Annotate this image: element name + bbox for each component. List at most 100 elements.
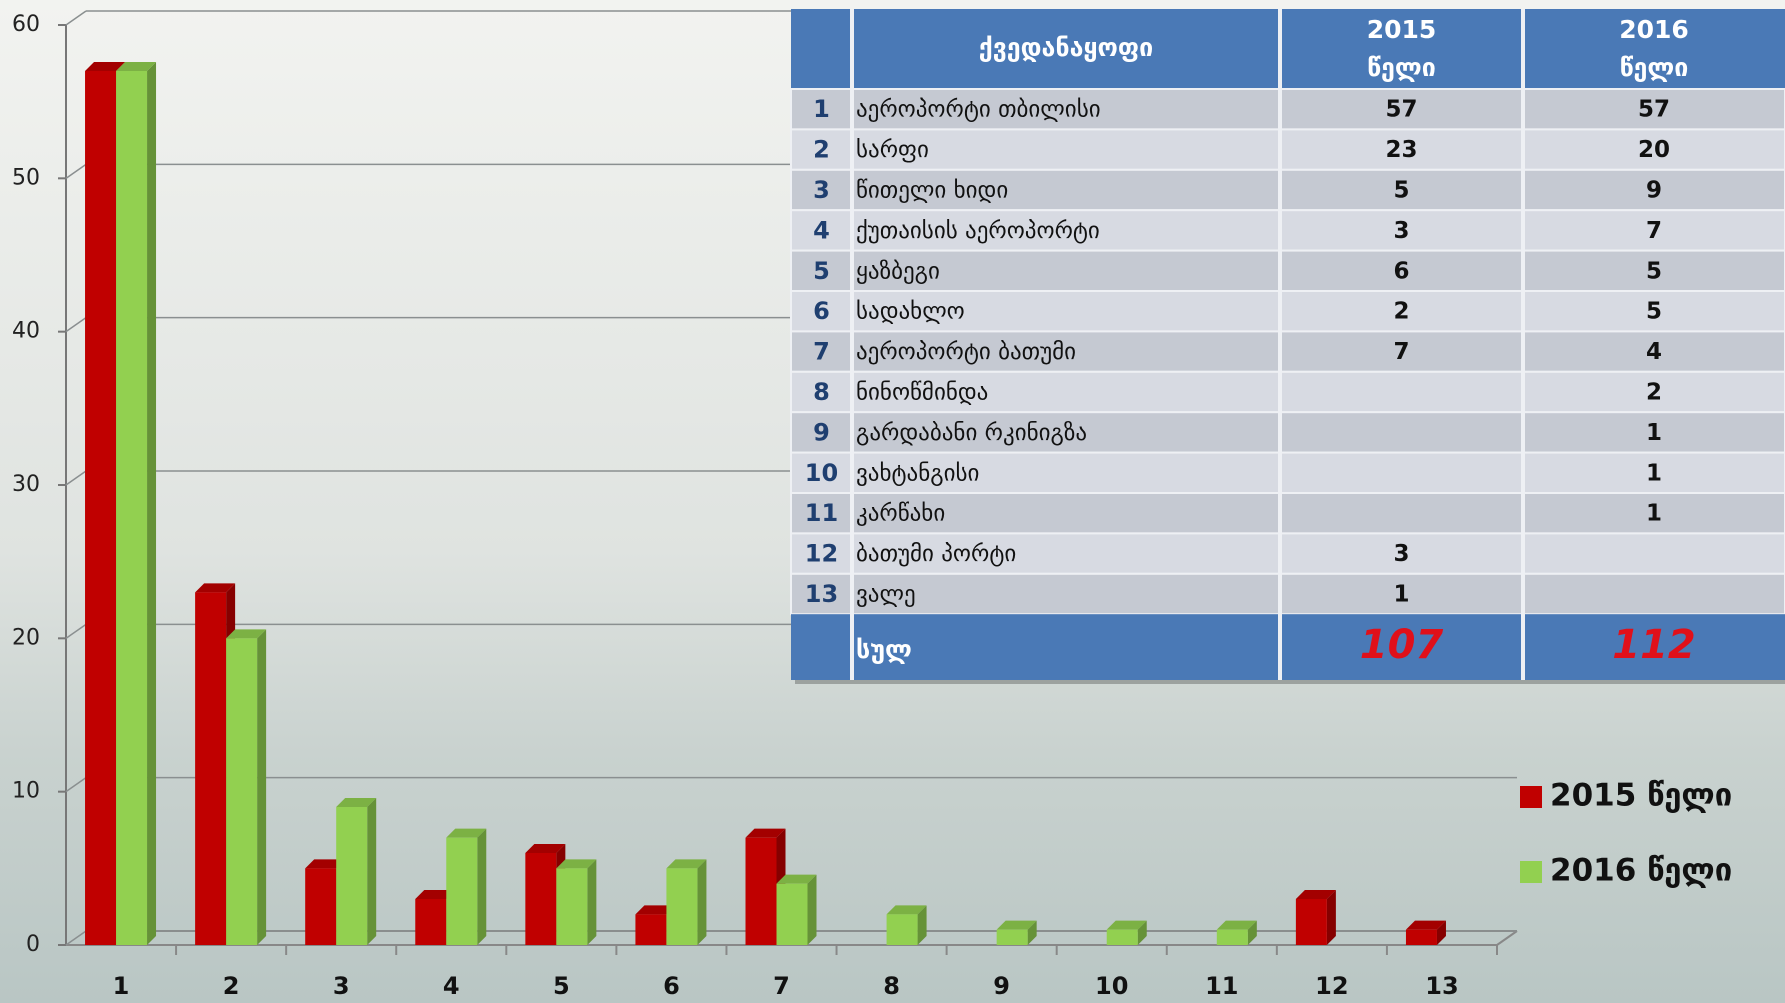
row-number: 13	[805, 580, 838, 608]
row-value: 3	[1393, 218, 1409, 244]
header-cell: წელი	[1367, 53, 1436, 82]
row-number: 1	[813, 95, 830, 123]
row-name: ვალე	[856, 582, 916, 608]
row-number: 12	[805, 540, 838, 568]
y-tick-label: 20	[12, 625, 40, 650]
row-value: 57	[1638, 97, 1670, 123]
header-cell: წელი	[1620, 53, 1689, 82]
row-name: ყაზბეგი	[856, 258, 940, 284]
row-number: 3	[813, 176, 830, 204]
legend-swatch	[1520, 786, 1542, 808]
row-value: 2	[1646, 380, 1662, 406]
y-tick-label: 0	[26, 932, 40, 957]
y-tick-label: 50	[12, 165, 40, 190]
x-tick-label: 9	[993, 972, 1010, 1000]
row-value: 4	[1646, 339, 1662, 365]
row-name: ვახტანგისი	[856, 460, 979, 486]
total-label: სულ	[856, 635, 912, 664]
x-tick-label: 8	[883, 972, 900, 1000]
x-tick-label: 5	[553, 972, 570, 1000]
row-value: 23	[1385, 137, 1417, 163]
row-name: ქუთაისის აეროპორტი	[856, 218, 1100, 244]
bar-side	[257, 629, 266, 945]
row-name: აეროპორტი თბილისი	[856, 97, 1101, 123]
row-name: აეროპორტი ბათუმი	[856, 339, 1076, 365]
row-number: 10	[805, 459, 838, 487]
bar	[85, 71, 116, 945]
bar	[556, 868, 587, 945]
bar	[525, 853, 556, 945]
bar-side	[147, 62, 156, 945]
bar	[336, 807, 367, 945]
total-value: 112	[1612, 622, 1696, 668]
chart: 0102030405060123456789101112132015 წელი2…	[0, 0, 1785, 1003]
x-tick-label: 13	[1425, 972, 1458, 1000]
x-tick-label: 10	[1095, 972, 1128, 1000]
total-value: 107	[1360, 622, 1444, 668]
y-tick-label: 10	[12, 779, 40, 804]
row-name: წითელი ხიდი	[856, 178, 1008, 204]
bar	[1107, 930, 1138, 945]
row-name: სარფი	[856, 137, 929, 163]
x-tick-label: 12	[1315, 972, 1348, 1000]
row-name: გარდაბანი რკინიგზა	[856, 420, 1087, 446]
bar	[887, 914, 918, 945]
row-value: 57	[1385, 97, 1417, 123]
row-value: 5	[1646, 258, 1662, 284]
bar	[415, 899, 446, 945]
legend-swatch	[1520, 861, 1542, 883]
x-tick-label: 6	[663, 972, 680, 1000]
row-value: 2	[1393, 299, 1409, 325]
legend-label: 2016 წელი	[1550, 853, 1732, 889]
row-number: 6	[813, 297, 830, 325]
bar	[666, 868, 697, 945]
row-number: 9	[813, 418, 830, 446]
table-row	[791, 251, 1785, 291]
header-cell: 2016	[1619, 15, 1689, 44]
bar	[777, 884, 808, 945]
row-number: 7	[813, 338, 830, 366]
header-cell: 2015	[1367, 15, 1437, 44]
row-number: 11	[805, 499, 838, 527]
legend-label: 2015 წელი	[1550, 778, 1732, 814]
row-value: 7	[1393, 339, 1409, 365]
bar	[195, 592, 226, 945]
x-tick-label: 7	[773, 972, 790, 1000]
bar	[226, 638, 257, 945]
row-value: 7	[1646, 218, 1662, 244]
bar	[1406, 930, 1437, 945]
row-value: 3	[1393, 541, 1409, 567]
bar-side	[477, 829, 486, 945]
row-number: 8	[813, 378, 830, 406]
x-tick-label: 2	[223, 972, 240, 1000]
page: {"chart_data": {"type": "bar", "categori…	[0, 0, 1785, 1003]
bar-side	[587, 859, 596, 945]
bar	[746, 838, 777, 945]
row-value: 6	[1393, 258, 1409, 284]
bar	[1217, 930, 1248, 945]
x-tick-label: 3	[333, 972, 350, 1000]
row-number: 2	[813, 136, 830, 164]
bar	[635, 914, 666, 945]
y-tick-label: 30	[12, 472, 40, 497]
row-value: 1	[1646, 501, 1662, 527]
row-name: ბათუმი პორტი	[856, 541, 1016, 567]
bar-side	[1327, 890, 1336, 945]
row-value: 1	[1393, 582, 1409, 608]
bar	[997, 930, 1028, 945]
row-number: 4	[813, 216, 830, 244]
row-name: სადახლო	[856, 299, 965, 325]
bar-side	[367, 798, 376, 945]
bar	[1296, 899, 1327, 945]
bar-side	[697, 859, 706, 945]
bar-side	[808, 875, 817, 945]
table-row	[791, 129, 1785, 169]
x-tick-label: 4	[443, 972, 460, 1000]
row-value: 5	[1646, 299, 1662, 325]
bar	[116, 71, 147, 945]
row-value: 1	[1646, 420, 1662, 446]
row-value: 1	[1646, 460, 1662, 486]
y-tick-label: 40	[12, 319, 40, 344]
y-tick-label: 60	[12, 12, 40, 37]
table-row	[791, 574, 1785, 614]
